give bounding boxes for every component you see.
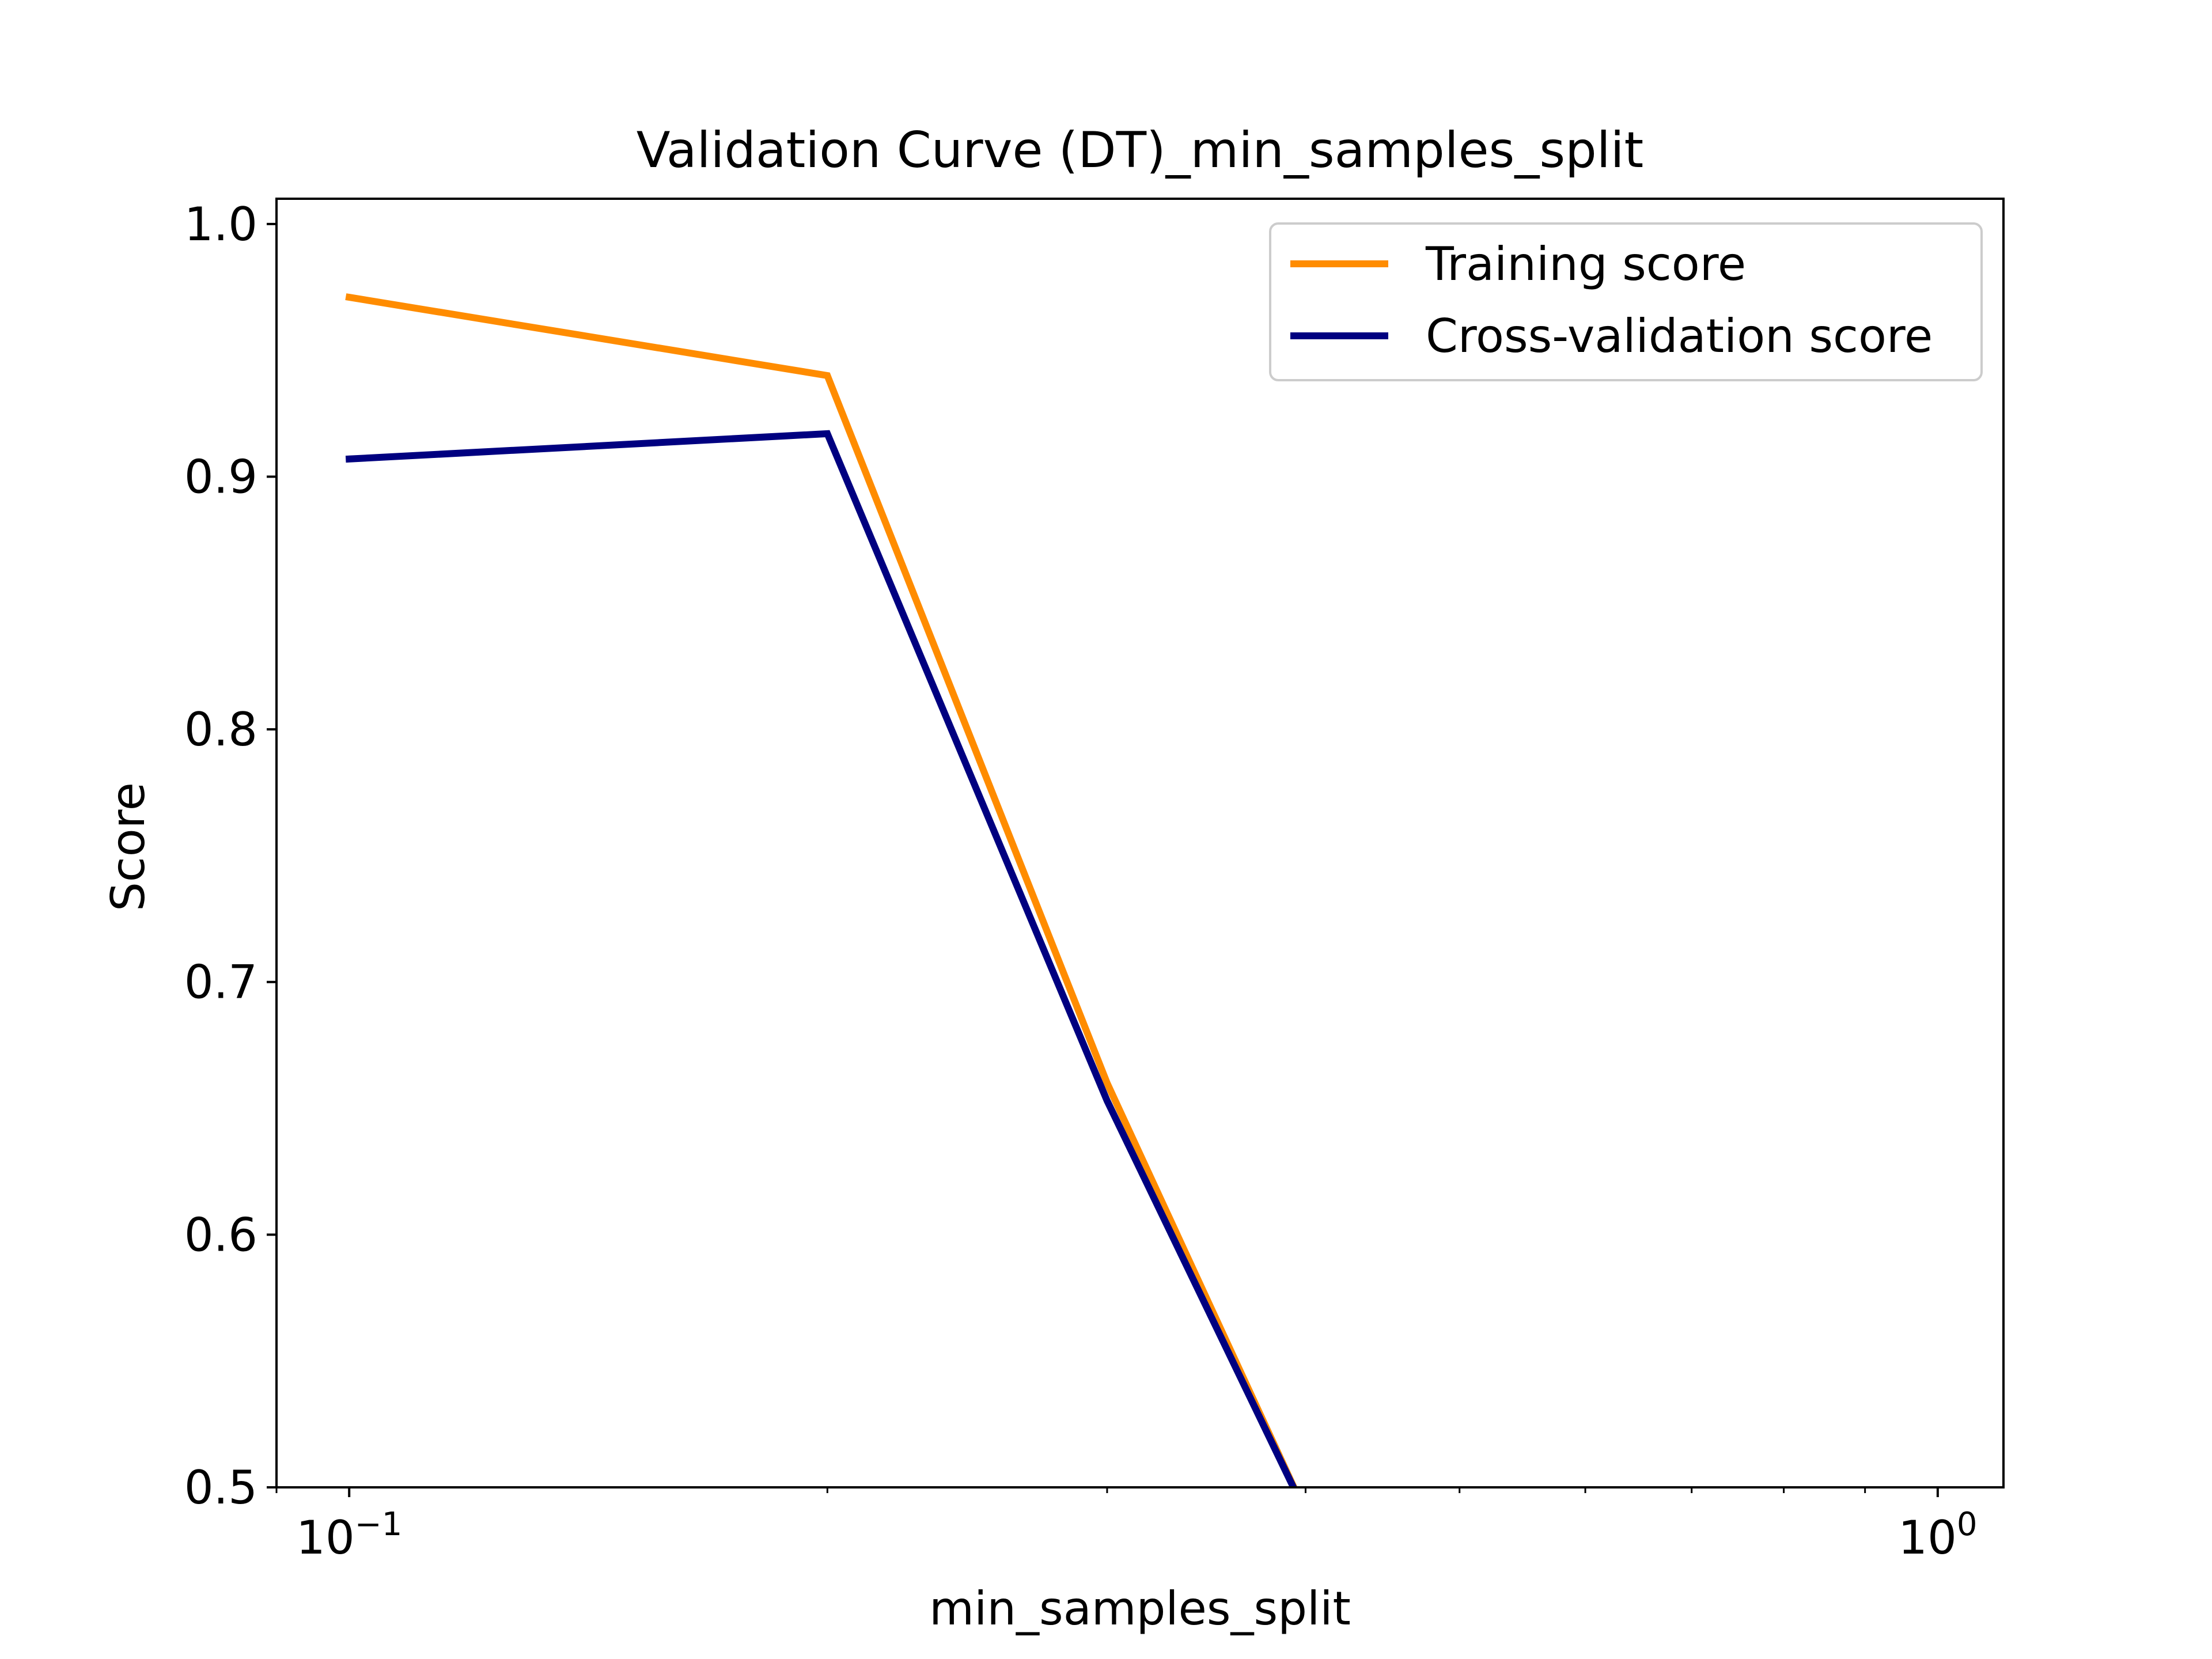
y-axis: 0.5 0.6 0.7 0.8 0.9 1.0 <box>184 198 276 1514</box>
x-axis: 10−1 100 <box>275 1487 1978 1565</box>
series-line-0 <box>345 293 1298 1487</box>
x-tick-base: 10 <box>296 1511 355 1565</box>
y-tick-label: 0.8 <box>184 703 257 756</box>
legend-frame <box>1269 222 1983 381</box>
x-axis-label: min_samples_split <box>929 1582 1351 1635</box>
y-tick-label: 0.7 <box>184 956 257 1009</box>
y-tick-label: 0.9 <box>184 450 257 503</box>
series-layer <box>345 293 1298 1487</box>
x-tick-label: 10−1 <box>296 1506 402 1565</box>
y-tick-label: 0.6 <box>184 1208 257 1262</box>
chart-title: Validation Curve (DT)_min_samples_split <box>637 122 1643 179</box>
x-tick-base: 10 <box>1898 1511 1957 1565</box>
plot-frame <box>275 198 2005 1488</box>
legend: Training score Cross-validation score <box>1269 222 1983 381</box>
y-tick-label: 0.5 <box>184 1461 257 1514</box>
y-axis-label: Score <box>101 782 155 911</box>
legend-label-0: Training score <box>1425 237 1746 291</box>
x-tick-label: 100 <box>1898 1506 1977 1565</box>
series-line-1 <box>345 430 1298 1487</box>
x-tick-exponent: 0 <box>1957 1506 1978 1543</box>
y-tick-label: 1.0 <box>184 198 257 251</box>
legend-label-1: Cross-validation score <box>1426 309 1933 363</box>
x-tick-exponent: −1 <box>355 1506 403 1543</box>
